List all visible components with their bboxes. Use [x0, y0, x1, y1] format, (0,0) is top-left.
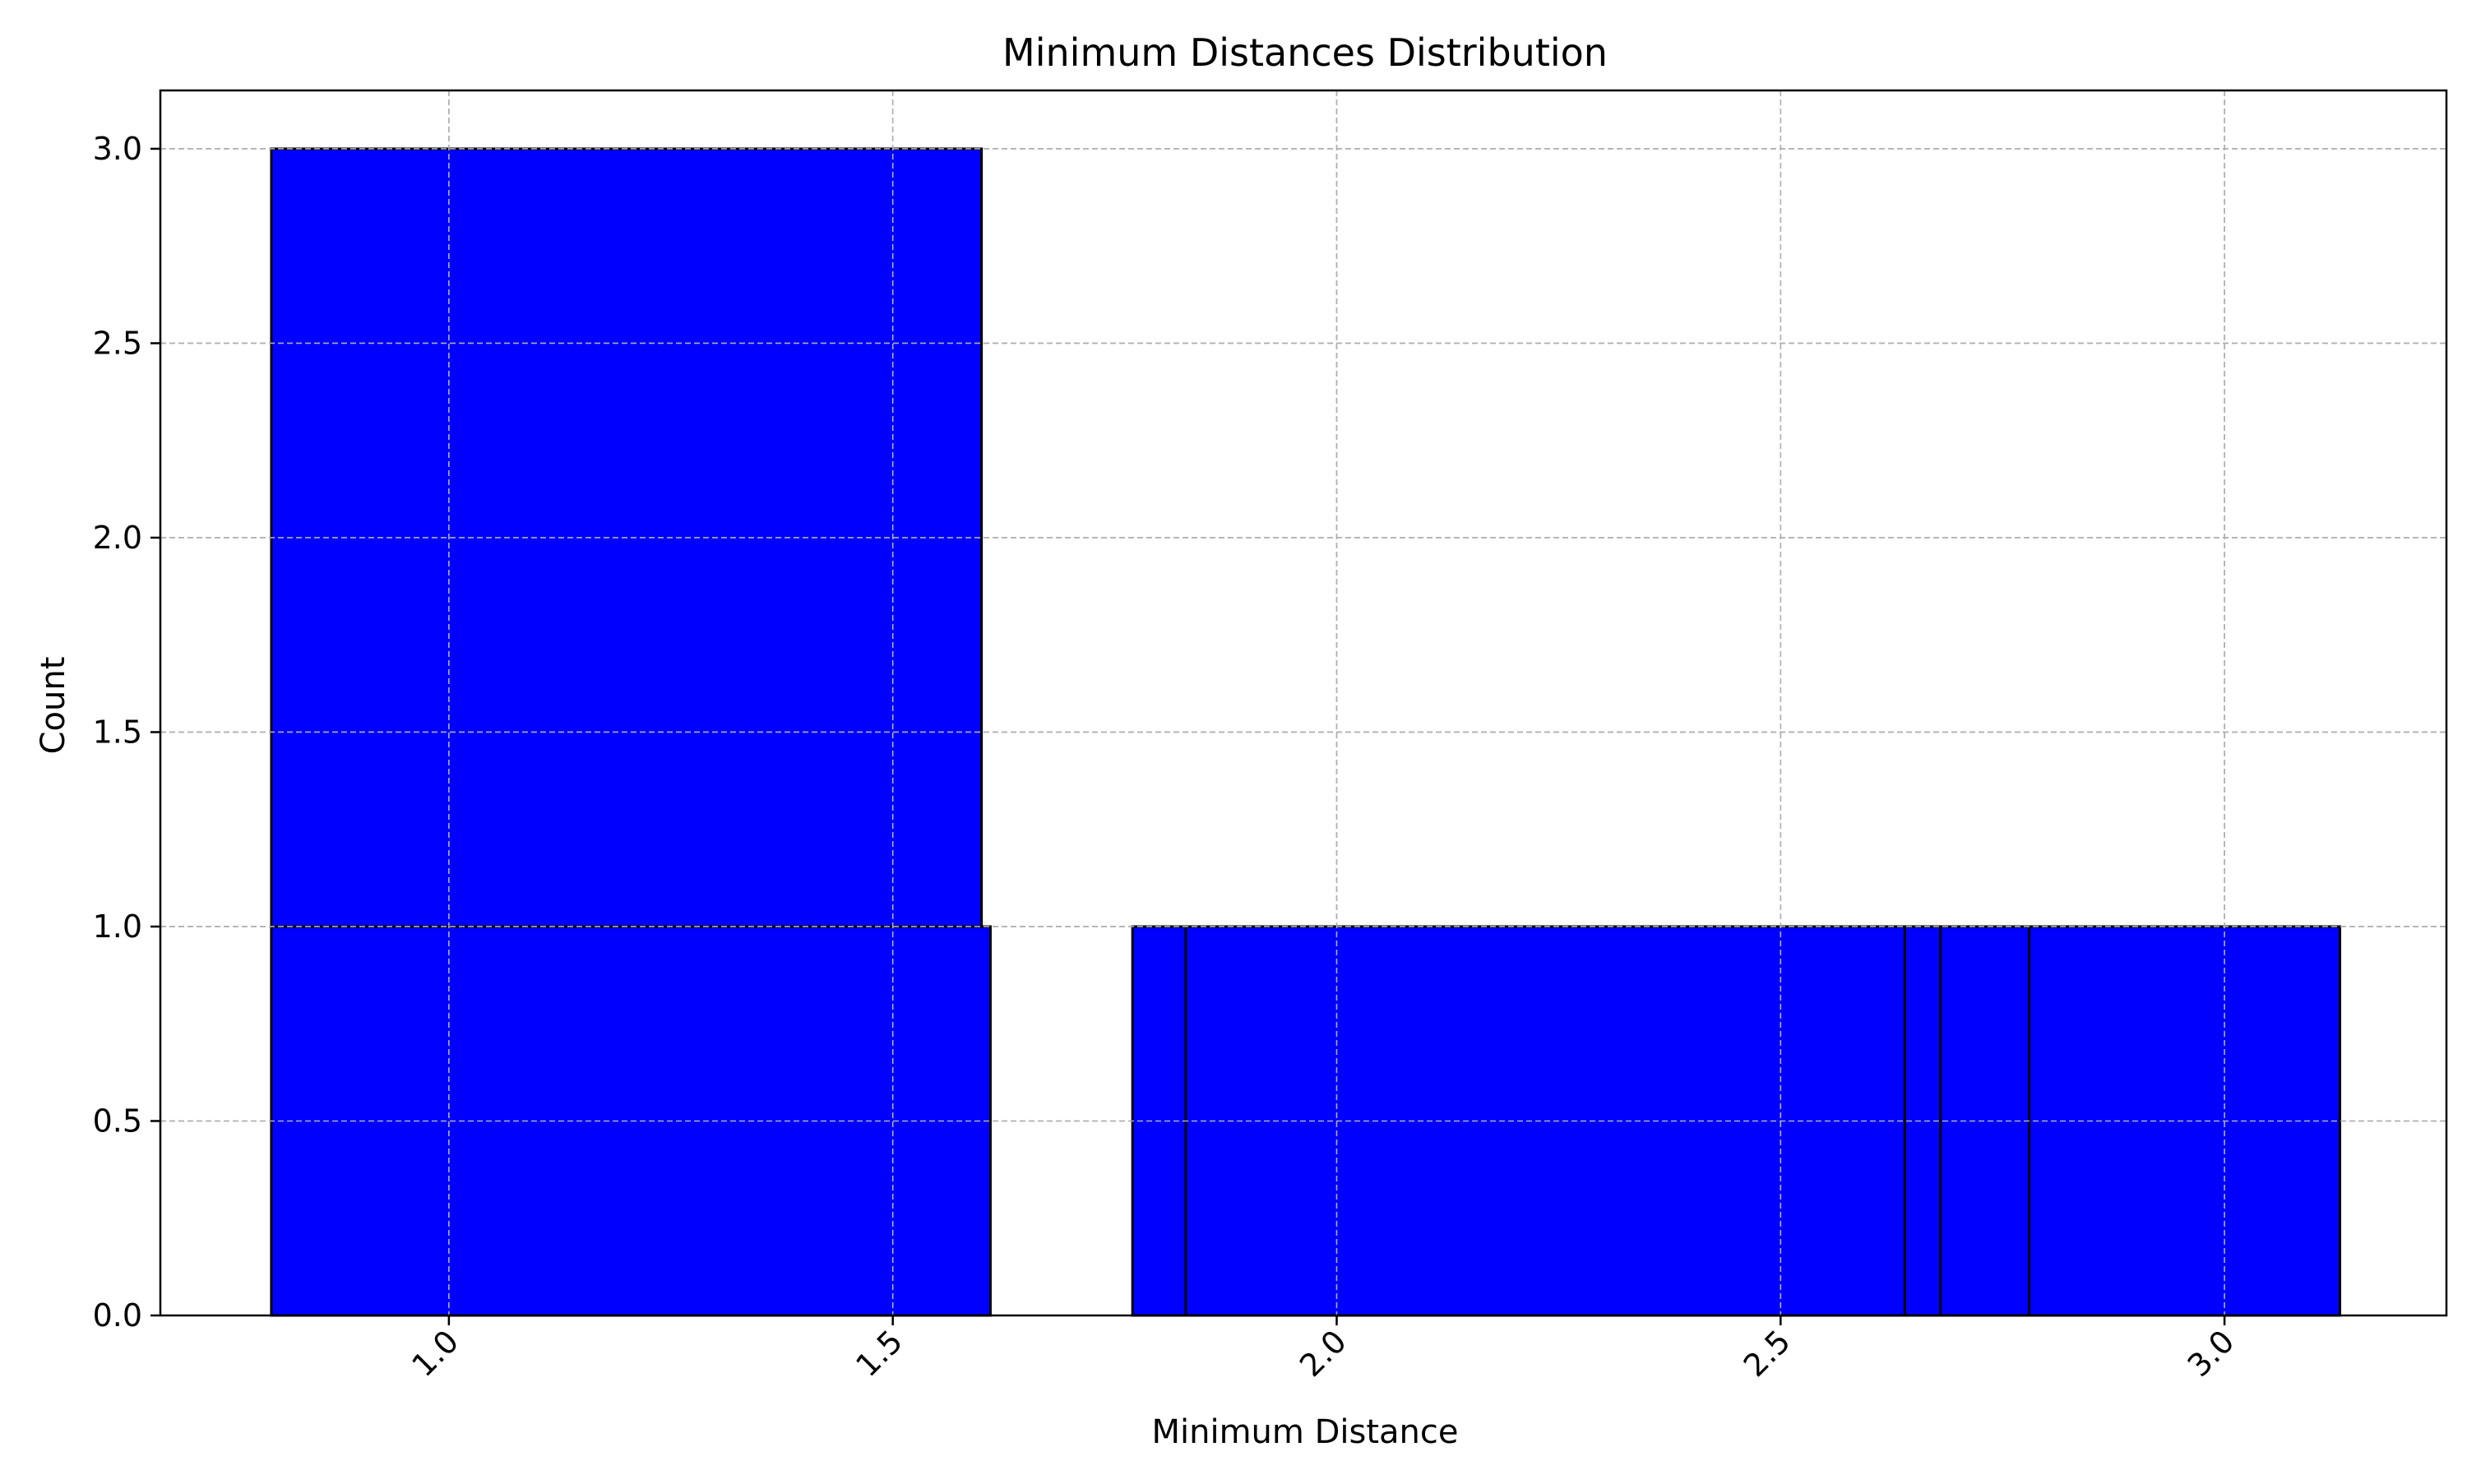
- bars: [160, 90, 2446, 1317]
- y-tick-label: 2.5: [93, 325, 142, 361]
- chart-title: Minimum Distances Distribution: [1002, 30, 1608, 75]
- y-tick-label: 0.0: [93, 1297, 142, 1334]
- histogram-bar: [2028, 925, 2341, 1317]
- x-axis-label: Minimum Distance: [1152, 1413, 1459, 1451]
- y-tick-label: 1.5: [93, 714, 142, 750]
- y-axis-label: Count: [35, 657, 72, 755]
- y-tick-label: 0.5: [93, 1103, 142, 1139]
- y-tick-label: 1.0: [93, 908, 142, 945]
- y-tick-label: 2.0: [93, 520, 142, 556]
- plot-frame: [159, 89, 2448, 1317]
- y-tick-label: 3.0: [93, 131, 142, 167]
